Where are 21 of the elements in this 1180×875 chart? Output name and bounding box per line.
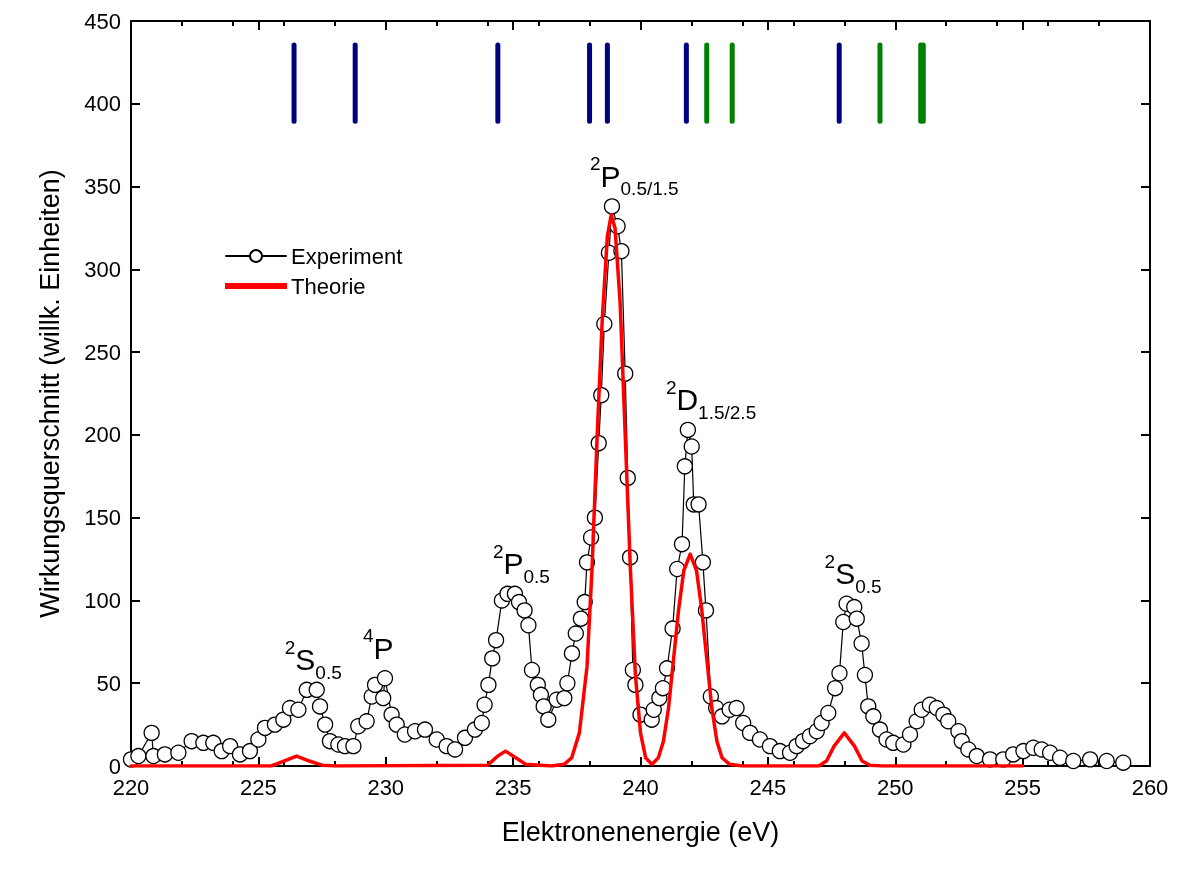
legend-label: Experiment — [291, 243, 403, 269]
x-tick-label: 260 — [1131, 774, 1169, 800]
y-tick-label: 450 — [84, 8, 121, 34]
y-tick-label: 200 — [84, 422, 121, 448]
y-tick-label: 350 — [84, 174, 121, 200]
x-tick-label: 235 — [494, 774, 532, 800]
x-tick-label: 245 — [749, 774, 787, 800]
x-tick-label: 225 — [240, 774, 277, 800]
y-axis-title: Wirkungsquerschnitt (willk. Einheiten) — [34, 169, 65, 618]
y-tick-label: 150 — [84, 505, 121, 531]
y-tick-label: 250 — [84, 339, 121, 365]
x-tick-label: 250 — [876, 774, 914, 800]
x-tick-label: 230 — [367, 774, 405, 800]
y-tick-label: 300 — [84, 256, 121, 282]
x-tick-label: 240 — [622, 774, 659, 800]
y-tick-label: 100 — [84, 587, 121, 613]
y-tick-label: 400 — [84, 91, 121, 117]
x-axis-title: Elektronenenergie (eV) — [501, 816, 780, 847]
y-tick-label: 50 — [96, 670, 121, 696]
x-tick-label: 255 — [1004, 774, 1041, 800]
legend-label: Theorie — [291, 273, 366, 299]
